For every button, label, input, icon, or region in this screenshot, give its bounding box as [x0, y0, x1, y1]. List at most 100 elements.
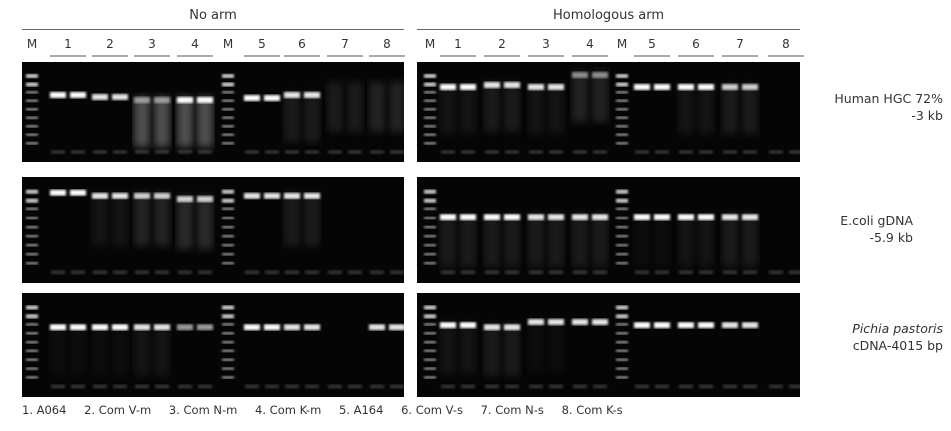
marker-band	[424, 216, 436, 220]
dna-band	[264, 192, 280, 199]
row-label-line: E.coli gDNA	[840, 213, 913, 228]
smear	[678, 84, 694, 134]
primer-band	[635, 384, 649, 389]
dna-band	[742, 322, 758, 329]
smear	[678, 214, 694, 268]
dna-band	[284, 92, 300, 98]
dna-band	[484, 324, 500, 331]
marker-band	[26, 243, 38, 247]
dna-band	[592, 319, 608, 325]
lane-underline	[92, 55, 128, 57]
primer-band	[441, 384, 455, 389]
marker-band	[616, 332, 628, 335]
marker-band	[424, 332, 436, 335]
marker-band	[424, 234, 436, 238]
dna-band	[112, 192, 128, 199]
gel-image	[417, 177, 800, 283]
lane-label: 2	[498, 37, 506, 51]
gel-image	[417, 62, 800, 162]
marker-band	[222, 305, 234, 310]
dna-band	[304, 324, 320, 331]
smear	[460, 84, 476, 134]
dna-band	[592, 72, 608, 78]
smear	[528, 84, 544, 134]
primer-band	[370, 150, 384, 154]
primer-band	[593, 270, 607, 275]
dna-band	[572, 72, 588, 78]
marker-band	[616, 323, 628, 326]
lane-underline	[244, 55, 280, 57]
group-title-homologous-arm: Homologous arm	[552, 8, 664, 23]
smear	[154, 97, 170, 147]
primer-band	[485, 270, 499, 275]
primer-band	[485, 384, 499, 389]
marker-band	[26, 340, 38, 344]
primer-band	[529, 150, 543, 154]
lane-label: 7	[736, 37, 744, 51]
marker-band	[616, 314, 628, 319]
marker-band	[222, 82, 234, 87]
gel-image	[22, 62, 404, 162]
primer-band	[265, 270, 279, 275]
dna-band	[742, 214, 758, 221]
gel-image	[417, 293, 800, 397]
dna-band	[572, 214, 588, 221]
lane-label-marker: M	[222, 37, 234, 51]
dna-band	[504, 324, 520, 331]
smear	[197, 196, 213, 250]
dna-band	[698, 84, 714, 90]
smear	[284, 192, 300, 246]
dna-band	[92, 94, 108, 100]
smear	[548, 84, 564, 134]
primer-band	[743, 384, 757, 389]
primer-band	[51, 270, 65, 275]
smear	[112, 324, 128, 377]
marker-band	[222, 91, 234, 94]
lane-underline	[484, 55, 520, 57]
dna-band	[634, 84, 650, 90]
dna-band	[304, 92, 320, 98]
smear	[177, 97, 193, 147]
primer-band	[135, 384, 149, 389]
primer-band	[485, 150, 499, 154]
lane-label-marker: M	[26, 37, 38, 51]
primer-band	[245, 150, 259, 154]
smear	[460, 214, 476, 268]
primer-band	[655, 384, 669, 389]
smear	[484, 82, 500, 132]
legend-item: 2. Com V-m	[84, 403, 152, 417]
marker-band	[26, 323, 38, 326]
dna-band	[440, 322, 456, 329]
marker-band	[222, 367, 234, 370]
primer-band	[743, 270, 757, 275]
marker-band	[616, 340, 628, 344]
row-label-line: cDNA-4015 bp	[852, 338, 943, 353]
primer-band	[529, 270, 543, 275]
lane-underline	[634, 55, 670, 57]
marker-band	[424, 133, 436, 136]
dna-band	[244, 192, 260, 199]
lane-label: 3	[148, 37, 156, 51]
smear	[177, 196, 193, 250]
dna-band	[678, 214, 694, 221]
dna-band	[92, 192, 108, 199]
primer-band	[390, 150, 404, 154]
marker-band	[26, 216, 38, 220]
dna-band	[177, 324, 193, 331]
primer-band	[71, 150, 85, 154]
marker-band	[26, 91, 38, 94]
primer-band	[135, 270, 149, 275]
dna-band	[134, 97, 150, 103]
dna-band	[440, 214, 456, 221]
marker-band	[616, 305, 628, 310]
row-label-ecoli: E.coli gDNA -5.9 kb	[840, 212, 913, 246]
marker-band	[222, 252, 234, 256]
lane-label: 6	[692, 37, 700, 51]
legend-item: 5. A164	[338, 403, 384, 417]
primer-band	[549, 270, 563, 275]
marker-band	[616, 133, 628, 136]
smear	[304, 192, 320, 246]
smear	[134, 324, 150, 377]
primer-band	[593, 384, 607, 389]
marker-band	[424, 261, 436, 265]
